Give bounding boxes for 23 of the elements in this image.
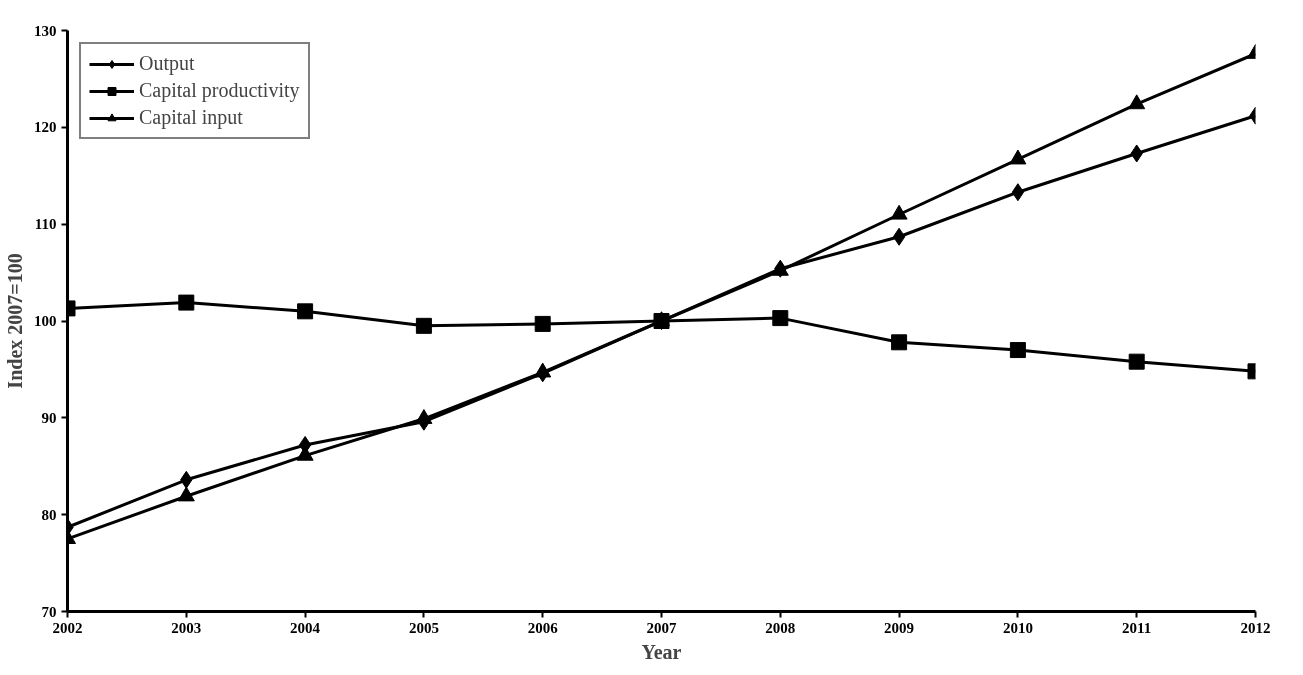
- y-tick-label: 70: [41, 603, 57, 620]
- y-tick-label: 130: [34, 22, 57, 39]
- x-tick-label: 2008: [765, 619, 796, 636]
- x-tick-label: 2012: [1240, 619, 1271, 636]
- x-tick-label: 2007: [646, 619, 677, 636]
- x-tick-label: 2010: [1002, 619, 1033, 636]
- x-tick-label: 2011: [1122, 619, 1152, 636]
- x-tick-label: 2006: [527, 619, 559, 636]
- y-tick-label: 110: [34, 216, 57, 233]
- legend-label: Output: [139, 52, 195, 75]
- y-tick-label: 90: [41, 409, 57, 426]
- x-tick-label: 2009: [884, 619, 915, 636]
- legend-label: Capital productivity: [139, 79, 300, 102]
- y-tick-label: 120: [34, 119, 57, 136]
- y-tick-label: 80: [41, 506, 57, 523]
- y-tick-label: 100: [34, 313, 57, 329]
- x-tick-label: 2005: [408, 619, 439, 636]
- y-axis-title: Index 2007=100: [4, 253, 26, 389]
- legend-label: Capital input: [139, 106, 243, 129]
- x-tick-label: 2002: [52, 619, 83, 636]
- x-tick-label: 2003: [171, 619, 202, 636]
- x-tick-label: 2004: [290, 619, 321, 636]
- x-axis-title: Year: [641, 640, 682, 663]
